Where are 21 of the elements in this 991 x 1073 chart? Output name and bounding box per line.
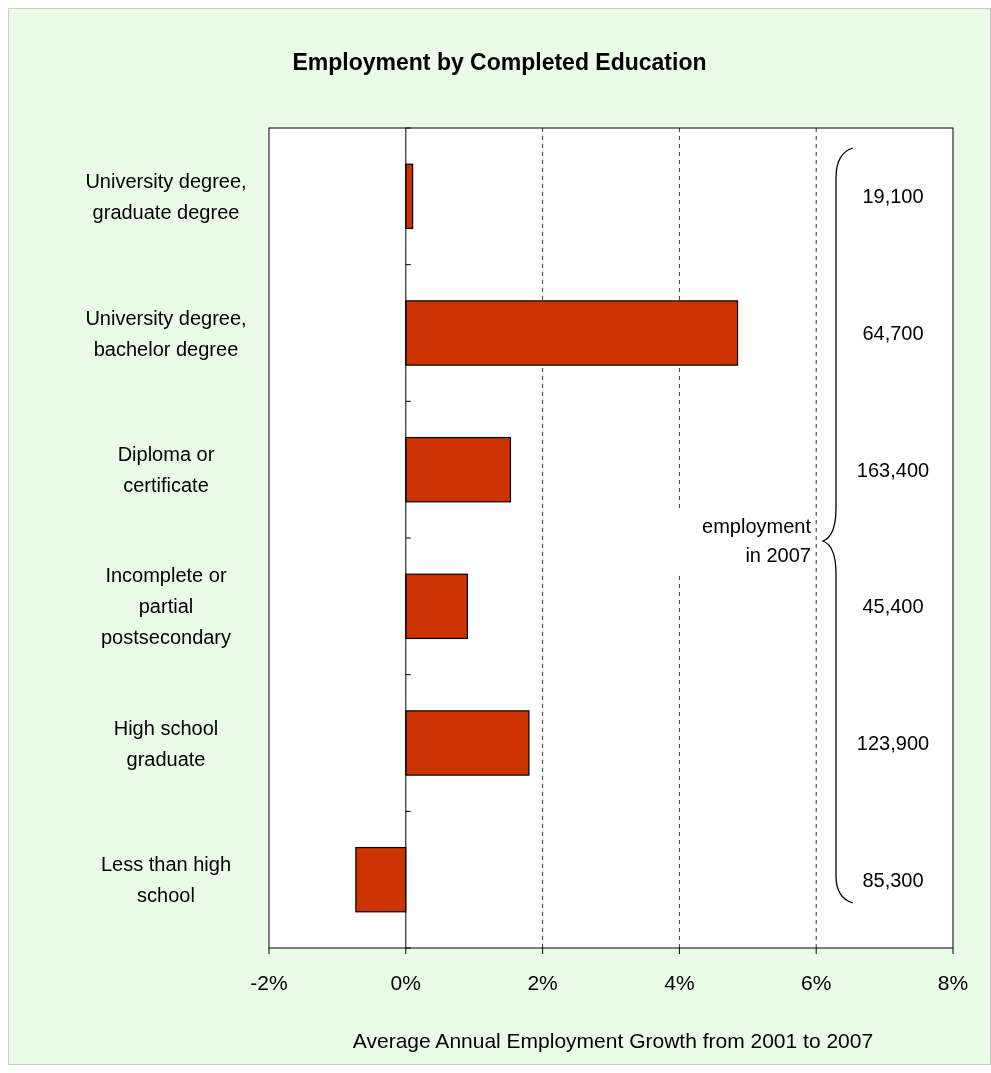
x-tick-label: 4% xyxy=(664,971,695,994)
x-axis-title: Average Annual Employment Growth from 2001 to 2007 xyxy=(352,1029,874,1052)
y-tick-label: Incomplete or partial postsecondary xyxy=(100,564,232,649)
annotation: 19,100 xyxy=(862,185,924,208)
annotation: 64,700 xyxy=(862,322,924,344)
x-tick-label: -2% xyxy=(250,971,288,994)
annotation: employment in 2007 xyxy=(702,515,812,566)
annotation: 123,900 xyxy=(856,732,930,754)
y-tick-label: High school graduate xyxy=(113,716,219,770)
chart-title: Employment by Completed Education xyxy=(292,49,707,75)
y-tick-label: Diploma or certificate xyxy=(117,443,215,497)
y-tick-label: University degree, bachelor degree xyxy=(85,306,247,360)
annotation: 85,300 xyxy=(862,868,924,891)
x-tick-label: 8% xyxy=(937,971,969,994)
x-tick-label: 0% xyxy=(390,971,421,994)
annotation: 45,400 xyxy=(862,595,924,618)
y-tick-label: University degree, graduate degree xyxy=(85,169,247,223)
x-tick-label: 6% xyxy=(801,971,832,994)
y-tick-label: Less than high school xyxy=(100,853,232,907)
annotation: 163,400 xyxy=(856,458,930,481)
x-tick-label: 2% xyxy=(527,971,558,994)
